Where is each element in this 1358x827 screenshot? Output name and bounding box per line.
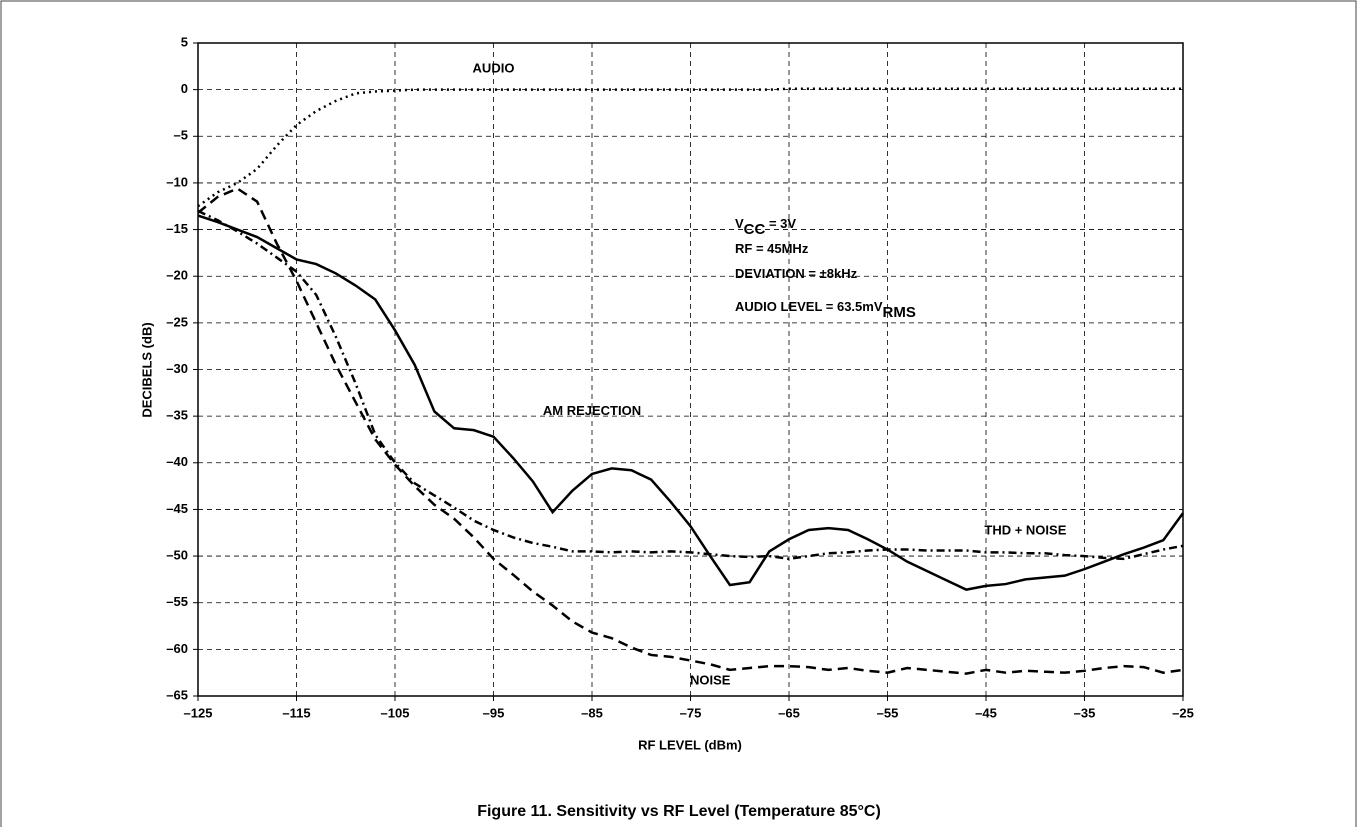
x-tick-label: –115 xyxy=(282,705,310,720)
x-tick-label: –125 xyxy=(184,705,213,720)
y-tick-label: –10 xyxy=(166,174,188,189)
x-tick-label: –65 xyxy=(778,705,800,720)
annotation-part: AUDIO LEVEL = 63.5mV xyxy=(735,299,883,314)
x-tick-label: –35 xyxy=(1074,705,1096,720)
x-tick-label: –75 xyxy=(680,705,702,720)
annotation: DEVIATION = ±8kHz xyxy=(735,266,858,281)
annotation-part: = 3V xyxy=(765,216,796,231)
y-tick-label: –15 xyxy=(166,221,188,236)
y-tick-label: 5 xyxy=(181,34,188,49)
y-tick-label: –25 xyxy=(166,314,188,329)
series-line xyxy=(197,187,1184,675)
series-line xyxy=(197,214,1185,591)
x-tick-label: –95 xyxy=(483,705,505,720)
x-tick-label: –45 xyxy=(975,705,997,720)
y-tick-label: –55 xyxy=(166,594,188,609)
series-line xyxy=(197,87,1183,208)
annotation-part: DEVIATION = ±8kHz xyxy=(735,266,858,281)
annotation: VCC = 3V xyxy=(735,216,796,238)
plot-area xyxy=(197,42,1184,697)
series-label: THD + NOISE xyxy=(984,522,1066,537)
y-tick-label: –20 xyxy=(166,268,188,283)
subscript: CC xyxy=(744,221,766,238)
x-tick-label: –105 xyxy=(381,705,410,720)
series-line xyxy=(197,209,1184,561)
series-label: NOISE xyxy=(690,673,731,688)
y-tick-label: –50 xyxy=(166,548,188,563)
x-tick-label: –85 xyxy=(581,705,603,720)
x-axis-label: RF LEVEL (dBm) xyxy=(638,737,742,752)
annotation: AUDIO LEVEL = 63.5mVRMS xyxy=(735,299,916,321)
series-label: AM REJECTION xyxy=(543,403,641,418)
y-tick-label: –40 xyxy=(166,454,188,469)
annotation-part: V xyxy=(735,216,744,231)
y-axis-label: DECIBELS (dB) xyxy=(139,322,154,417)
x-tick-label: –25 xyxy=(1172,705,1194,720)
series-label: AUDIO xyxy=(473,61,515,76)
annotation-part: RF = 45MHz xyxy=(735,241,809,256)
x-tick-label: –55 xyxy=(877,705,899,720)
y-tick-label: –5 xyxy=(174,128,188,143)
y-tick-label: –35 xyxy=(166,408,188,423)
y-tick-label: 0 xyxy=(181,81,188,96)
y-tick-label: –30 xyxy=(166,361,188,376)
chart-title: Figure 11. Sensitivity vs RF Level (Temp… xyxy=(477,803,881,820)
subscript: RMS xyxy=(883,304,916,321)
y-tick-label: –60 xyxy=(166,641,188,656)
y-tick-label: –45 xyxy=(166,501,188,516)
y-tick-label: –65 xyxy=(166,687,188,702)
annotation: RF = 45MHz xyxy=(735,241,809,256)
